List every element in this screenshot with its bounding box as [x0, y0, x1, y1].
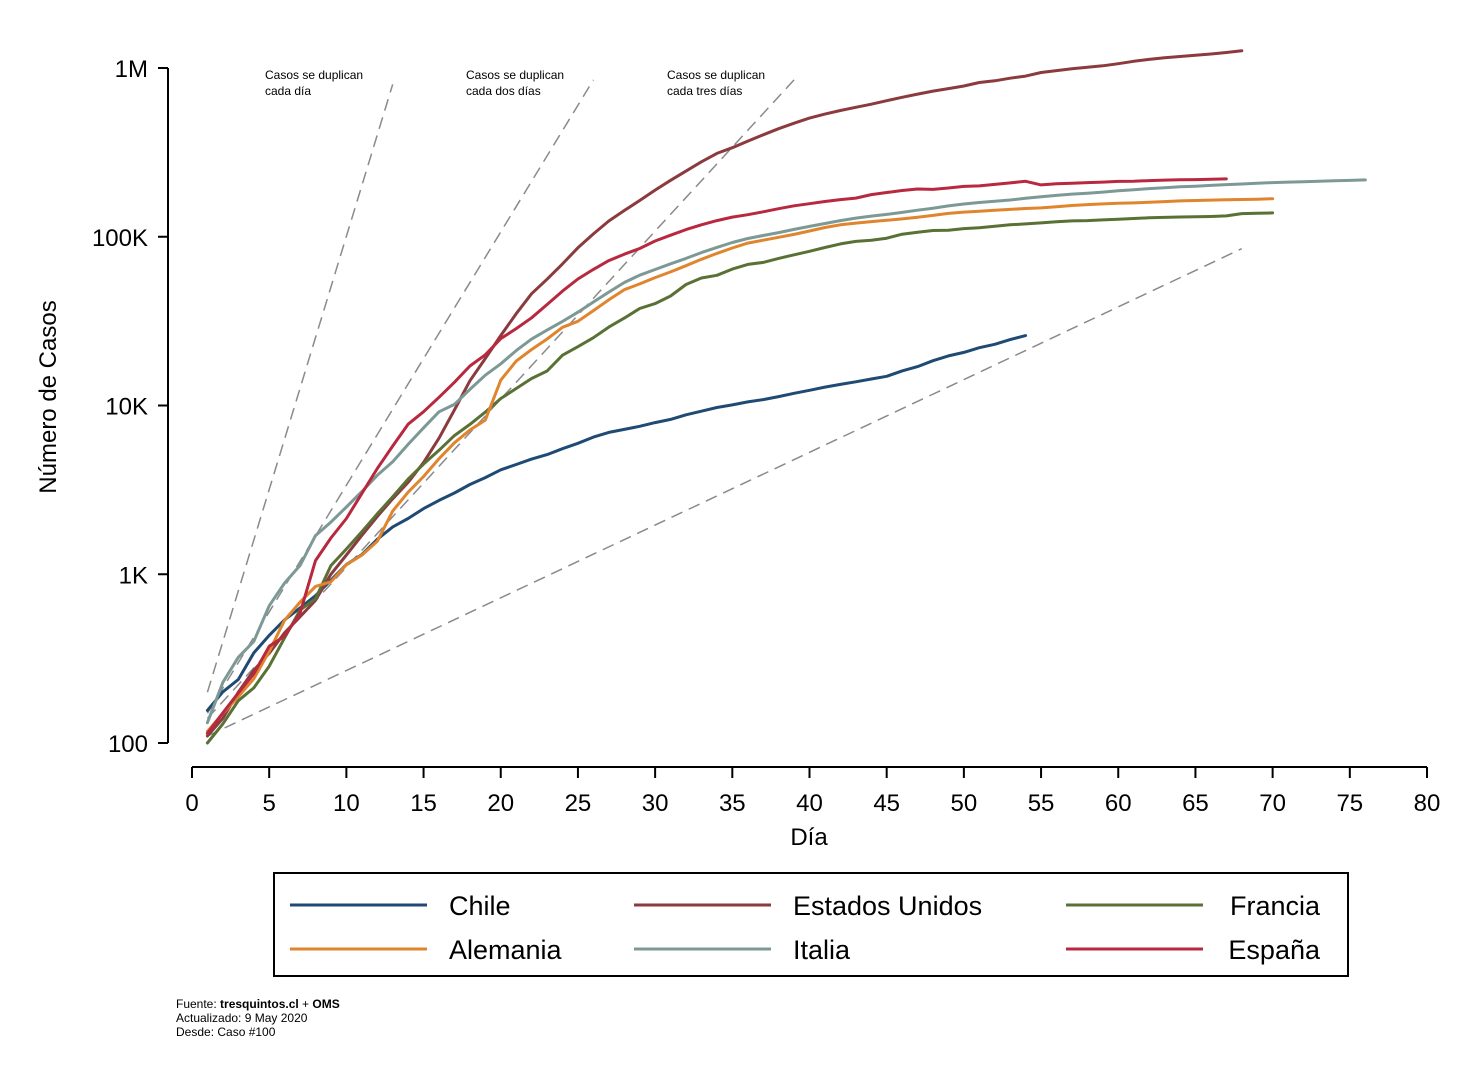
- x-tick-label: 15: [410, 790, 437, 817]
- reference-label-1-line1: Casos se duplican: [265, 68, 363, 82]
- x-tick-label: 70: [1259, 790, 1286, 817]
- series-line-espana: [205, 177, 1228, 735]
- reference-label-3-line2: cada tres días: [667, 84, 742, 98]
- x-tick-label: 30: [642, 790, 669, 817]
- x-tick-label: 5: [263, 790, 276, 817]
- x-tick-label: 55: [1028, 790, 1055, 817]
- footnote-source-site[interactable]: tresquintos.cl: [220, 997, 299, 1011]
- legend-label-alemania: Alemania: [449, 935, 563, 965]
- legend-label-estados-unidos: Estados Unidos: [793, 891, 982, 921]
- x-tick-label: 35: [719, 790, 746, 817]
- footnote-source-org: OMS: [312, 997, 340, 1011]
- x-tick-label: 10: [333, 790, 360, 817]
- series-lines: [205, 49, 1367, 745]
- reference-lines: Casos se duplican cada día Casos se duplic…: [206, 68, 1243, 737]
- x-tick-label: 20: [487, 790, 514, 817]
- legend-label-espana: España: [1228, 935, 1321, 965]
- legend-box: [273, 872, 1349, 977]
- x-tick-label: 25: [565, 790, 592, 817]
- series-line-estados-unidos: [205, 49, 1244, 738]
- footnote-source-plus: +: [298, 997, 313, 1011]
- footnote-source-prefix: Fuente:: [176, 997, 221, 1011]
- reference-line-1: [206, 84, 394, 693]
- legend-label-chile: Chile: [449, 891, 511, 921]
- footnote-source: Fuente: tresquintos.cl + OMS: [176, 997, 340, 1011]
- series-line-alemania: [205, 197, 1275, 733]
- y-tick-label: 100: [108, 731, 148, 758]
- y-axis-label: Número de Casos: [35, 300, 62, 493]
- legend-label-italia: Italia: [793, 935, 851, 965]
- x-tick-label: 75: [1336, 790, 1363, 817]
- axes: 100 1K 10K 100K 1M 0 5 10 15 20 25 30 35 40 45 50 55 60 65…: [92, 56, 1440, 817]
- x-tick-label: 65: [1182, 790, 1209, 817]
- reference-label-2-line1: Casos se duplican: [466, 68, 564, 82]
- x-tick-label: 60: [1105, 790, 1132, 817]
- reference-label-3-line1: Casos se duplican: [667, 68, 765, 82]
- reference-line-4: [207, 247, 1243, 737]
- x-tick-label: 50: [951, 790, 978, 817]
- x-tick-label: 0: [185, 790, 198, 817]
- y-tick-label: 1K: [119, 562, 148, 589]
- x-tick-label: 80: [1414, 790, 1441, 817]
- reference-line-2: [206, 79, 595, 714]
- y-tick-label: 1M: [115, 56, 148, 83]
- reference-label-1-line2: cada día: [265, 84, 311, 98]
- footnote-updated: Actualizado: 9 May 2020: [176, 1011, 308, 1025]
- series-line-italia: [205, 178, 1367, 725]
- reference-label-2-line2: cada dos días: [466, 84, 541, 98]
- x-axis-label: Día: [790, 824, 828, 851]
- legend-label-francia: Francia: [1230, 891, 1321, 921]
- y-tick-label: 100K: [92, 225, 148, 252]
- x-tick-label: 45: [873, 790, 900, 817]
- x-tick-label: 40: [796, 790, 823, 817]
- y-tick-label: 10K: [105, 394, 148, 421]
- footnote-since: Desde: Caso #100: [176, 1025, 276, 1039]
- legend: Chile Estados Unidos Francia Alemania Italia…: [273, 872, 1349, 977]
- series-line-francia: [205, 211, 1275, 745]
